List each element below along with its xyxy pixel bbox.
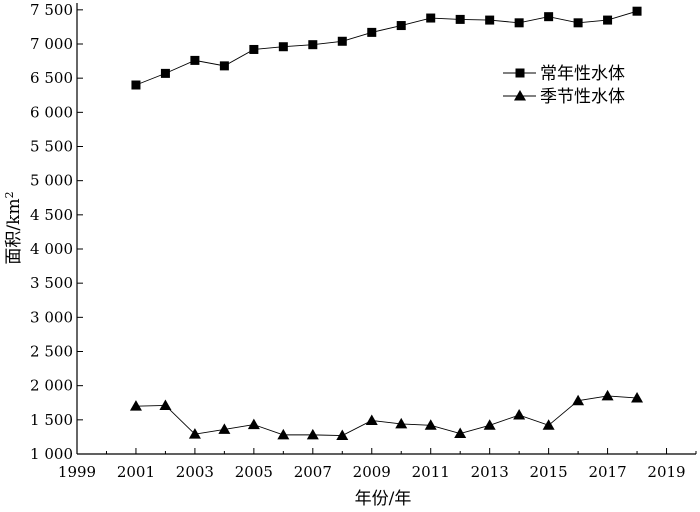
data-point	[572, 394, 585, 406]
legend-marker	[515, 68, 525, 78]
data-point	[308, 40, 318, 50]
data-point	[485, 15, 495, 25]
series-line	[135, 10, 638, 86]
y-tick-label: 3 500	[30, 274, 73, 292]
series-2	[129, 389, 644, 441]
y-tick-label: 1 500	[30, 411, 73, 429]
data-point	[426, 13, 436, 23]
data-point	[249, 44, 259, 54]
data-point	[247, 418, 260, 430]
data-point	[632, 6, 642, 16]
y-tick-label: 2 000	[30, 377, 73, 395]
x-tick-label: 2017	[588, 463, 626, 481]
series-line	[135, 395, 638, 437]
data-point	[365, 414, 378, 426]
data-point	[218, 423, 231, 434]
data-point	[336, 429, 349, 441]
data-point	[454, 427, 467, 438]
legend-item: 季节性水体	[503, 87, 625, 107]
data-point	[278, 42, 288, 52]
y-tick-label: 4 000	[30, 240, 73, 258]
x-tick-label: 2013	[471, 463, 509, 481]
data-point	[573, 18, 583, 28]
y-axis-title: 面积/km2	[3, 191, 24, 264]
data-point	[603, 15, 613, 25]
y-tick-label: 7 500	[30, 1, 73, 19]
y-tick-label: 3 000	[30, 308, 73, 326]
x-tick-label: 2001	[117, 463, 155, 481]
y-tick-label: 7 000	[30, 35, 73, 53]
data-point	[513, 409, 526, 420]
y-tick-label: 5 000	[30, 172, 73, 190]
x-axis: 1999 2001 2003 2005 2007 2009 2011 2013 2015 2017…	[58, 448, 697, 481]
y-tick-label: 4 500	[30, 206, 73, 224]
x-tick-label: 2015	[530, 463, 568, 481]
data-point	[159, 399, 172, 410]
x-tick-label: 2009	[353, 463, 391, 481]
data-point	[631, 391, 644, 403]
data-point	[367, 27, 377, 37]
data-point	[396, 21, 406, 31]
data-point	[542, 419, 555, 430]
y-axis-title-main: 面积/km	[4, 198, 24, 264]
x-tick-label: 2005	[235, 463, 273, 481]
x-tick-label: 2019	[647, 463, 685, 481]
legend-item: 常年性水体	[503, 64, 625, 84]
series-layer	[129, 6, 644, 441]
data-point	[514, 18, 524, 28]
y-tick-label: 6 000	[30, 103, 73, 121]
data-point	[544, 12, 554, 22]
y-tick-label: 2 500	[30, 343, 73, 361]
x-tick-label: 1999	[58, 463, 96, 481]
legend-label: 季节性水体	[540, 87, 625, 107]
data-point	[483, 419, 496, 430]
data-point	[424, 419, 437, 430]
data-point	[219, 61, 229, 71]
legend-label: 常年性水体	[540, 64, 625, 84]
data-point	[337, 36, 347, 46]
x-tick-label: 2011	[412, 463, 450, 481]
data-point	[188, 428, 201, 439]
y-axis-title-superscript: 2	[3, 191, 16, 198]
y-tick-label: 5 500	[30, 138, 73, 156]
data-point	[129, 400, 142, 411]
series-1	[131, 6, 642, 90]
y-axis: 1 000 1 500 2 000 2 500 3 000 3 500 4 000 4 500…	[30, 1, 83, 463]
data-point	[306, 428, 319, 440]
data-point	[277, 428, 290, 440]
data-point	[601, 389, 614, 401]
data-point	[190, 55, 200, 65]
legend-marker	[514, 90, 526, 101]
x-tick-label: 2003	[176, 463, 214, 481]
x-tick-label: 2007	[294, 463, 332, 481]
data-point	[160, 68, 170, 78]
y-tick-label: 1 000	[30, 445, 73, 463]
x-axis-title: 年份/年	[355, 489, 412, 509]
data-point	[131, 80, 141, 90]
data-point	[395, 417, 408, 429]
data-point	[455, 14, 465, 24]
y-tick-label: 6 500	[30, 69, 73, 87]
